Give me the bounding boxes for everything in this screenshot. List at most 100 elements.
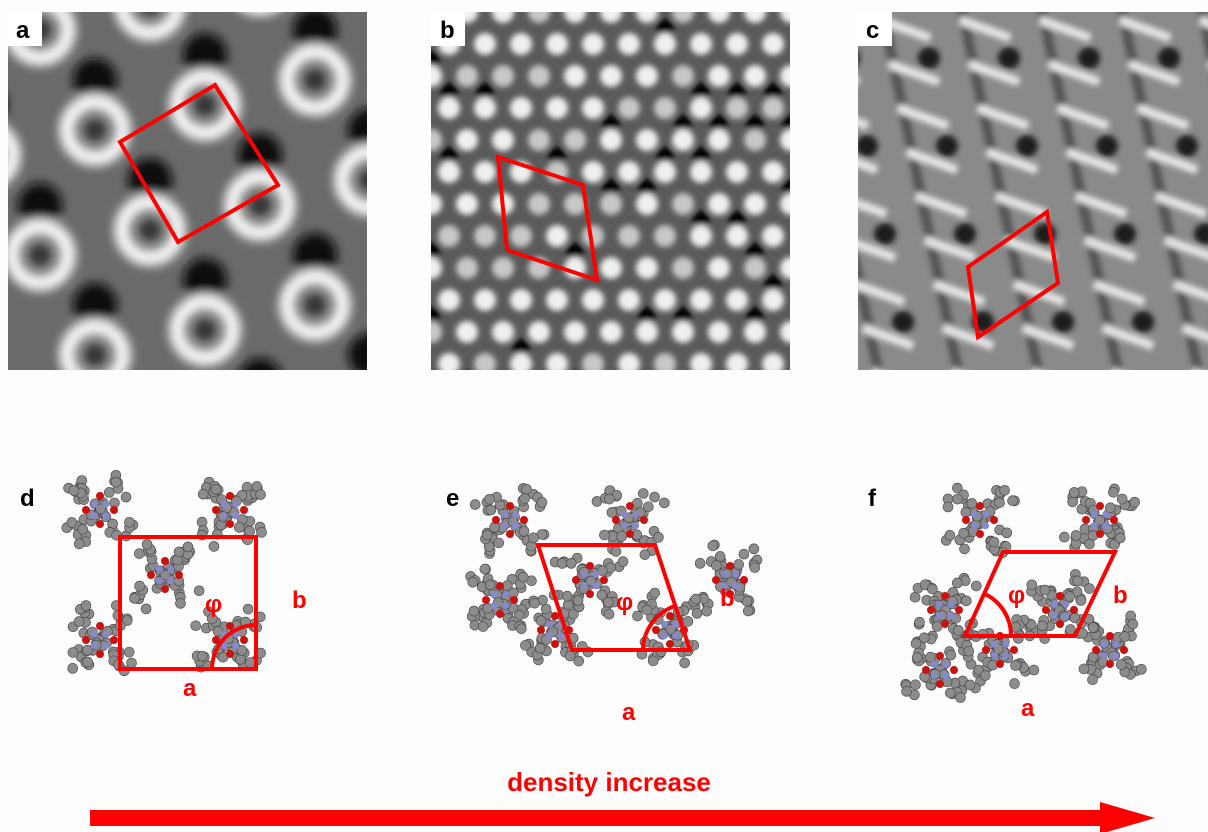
atom [945, 688, 955, 698]
bright-dot [654, 33, 676, 55]
atom [111, 477, 121, 487]
bright-dot [492, 129, 514, 151]
atom-n [1101, 641, 1108, 648]
panel-label: f [868, 485, 877, 512]
atom-o [482, 596, 490, 604]
atom [124, 647, 134, 657]
atom-n [942, 661, 949, 668]
atom-n [661, 632, 668, 639]
atom-o [976, 502, 984, 510]
bright-dot [582, 289, 604, 311]
atom [82, 645, 92, 655]
axis-label: b [292, 587, 307, 614]
atom [911, 639, 921, 649]
bright-dot [834, 225, 856, 247]
atom [485, 580, 495, 590]
atom [234, 522, 244, 532]
atom [603, 597, 613, 607]
atom-n [1002, 652, 1009, 659]
atom [530, 598, 540, 608]
atom [925, 652, 935, 662]
bright-dot [798, 289, 820, 311]
dark-hole [856, 135, 878, 157]
atom-o [936, 652, 944, 660]
dark-hole [836, 275, 854, 293]
atom [943, 502, 953, 512]
atom [683, 616, 693, 626]
bright-dot [654, 289, 676, 311]
atom [528, 533, 538, 543]
atom [734, 559, 744, 569]
atom [1068, 497, 1078, 507]
atom-o [496, 582, 504, 590]
atom [607, 507, 617, 517]
dark-hole [746, 0, 764, 5]
bright-dot [798, 225, 820, 247]
atom [245, 526, 255, 536]
atom [953, 625, 963, 635]
atom-n [1062, 601, 1069, 608]
atom-n [721, 571, 728, 578]
dark-hole [1176, 135, 1198, 157]
dark-hole [998, 47, 1020, 69]
atom [967, 498, 977, 508]
bright-dot [816, 257, 838, 279]
atom-n [546, 632, 553, 639]
bright-dot [834, 97, 856, 119]
atom [1128, 619, 1138, 629]
atom-n [491, 591, 498, 598]
atom-n [1112, 652, 1119, 659]
bright-dot [780, 1, 802, 23]
bright-dot [798, 97, 820, 119]
atom [914, 617, 924, 627]
atom-n [546, 621, 553, 628]
bright-dot [636, 321, 658, 343]
atom-o [212, 506, 220, 514]
atom-n [232, 512, 239, 519]
atom [78, 524, 88, 534]
dark-hole [1114, 223, 1136, 245]
bright-dot [384, 321, 406, 343]
atom [74, 617, 84, 627]
bright-dot [582, 33, 604, 55]
bright-dot [690, 225, 712, 247]
atom [1117, 494, 1127, 504]
atom [989, 537, 999, 547]
atom-o [941, 620, 949, 628]
atom-n [102, 501, 109, 508]
bright-dot [474, 97, 496, 119]
atom-o [96, 492, 104, 500]
atom [211, 484, 221, 494]
atom-n [971, 522, 978, 529]
bright-dot [618, 161, 640, 183]
atom-o [506, 530, 514, 538]
atom [535, 643, 545, 653]
dark-spot [128, 383, 172, 427]
atom-o [586, 562, 594, 570]
bright-dot [816, 193, 838, 215]
atom [695, 558, 705, 568]
bright-dot [546, 33, 568, 55]
atom [964, 646, 974, 656]
ring-core [85, 345, 105, 365]
bright-dot [564, 129, 586, 151]
atom-o [510, 596, 518, 604]
atom [638, 489, 648, 499]
atom-o [226, 650, 234, 658]
angle-label: φ [205, 591, 222, 618]
atom-n [512, 522, 519, 529]
atom-n [592, 571, 599, 578]
dark-hole [1096, 135, 1118, 157]
atom [618, 557, 628, 567]
bright-dot [780, 321, 802, 343]
atom [739, 549, 749, 559]
atom [520, 640, 530, 650]
atom [124, 517, 134, 527]
arrow [90, 802, 1155, 832]
bright-dot [636, 129, 658, 151]
atom-o [927, 606, 935, 614]
bright-dot [438, 289, 460, 311]
atom-o [586, 590, 594, 598]
atom-o [551, 612, 559, 620]
bright-dot [690, 97, 712, 119]
